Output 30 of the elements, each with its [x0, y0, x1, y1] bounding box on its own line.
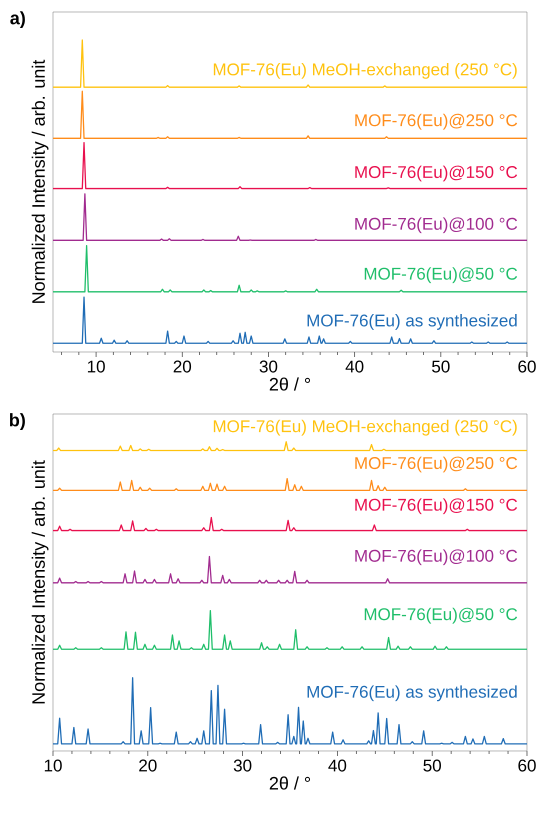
text: b)	[10, 413, 25, 430]
x-tick-label: 30	[234, 760, 252, 772]
x-axis-title: 2θ / °	[270, 377, 310, 391]
y-axis-title: Normalized Intensity / arb. unit	[32, 460, 48, 704]
series-label: MOF-76(Eu) as synthesized	[308, 685, 517, 702]
text: a)	[10, 11, 25, 28]
x-tick-label: 40	[328, 760, 346, 772]
x-tick-label: 60	[518, 760, 536, 772]
x-tick-label: 50	[423, 760, 441, 772]
y-axis-title: Normalized Intensity / arb. unit	[32, 60, 48, 303]
x-tick-label: 60	[518, 360, 536, 373]
series-label: MOF-76(Eu) MeOH-exchanged (250 °C)	[214, 62, 517, 79]
series-label: MOF-76(Eu)@100 °C	[355, 217, 518, 234]
series-label: MOF-76(Eu)@250 °C	[355, 114, 518, 130]
x-tick-label: 10	[44, 760, 62, 772]
x-tick-label: 10	[88, 360, 105, 373]
series-label: MOF-76(Eu)@150 °C	[355, 166, 518, 182]
x-tick-label: 30	[260, 360, 278, 373]
series-label: MOF-76(Eu)@150 °C	[355, 498, 518, 514]
series-label: MOF-76(Eu)@50 °C	[364, 267, 518, 284]
series-label: MOF-76(Eu) as synthesized	[308, 314, 517, 330]
series-label: MOF-76(Eu)@250 °C	[355, 456, 518, 472]
x-tick-label: 20	[174, 360, 192, 373]
series-label: MOF-76(Eu) MeOH-exchanged (250 °C)	[214, 420, 517, 436]
x-tick-label: 20	[139, 760, 157, 772]
x-tick-label: 40	[346, 360, 364, 373]
x-tick-label: 50	[432, 360, 450, 373]
series-label: MOF-76(Eu)@50 °C	[364, 608, 518, 624]
x-axis-title: 2θ / °	[270, 776, 310, 790]
series-label: MOF-76(Eu)@100 °C	[355, 549, 518, 566]
